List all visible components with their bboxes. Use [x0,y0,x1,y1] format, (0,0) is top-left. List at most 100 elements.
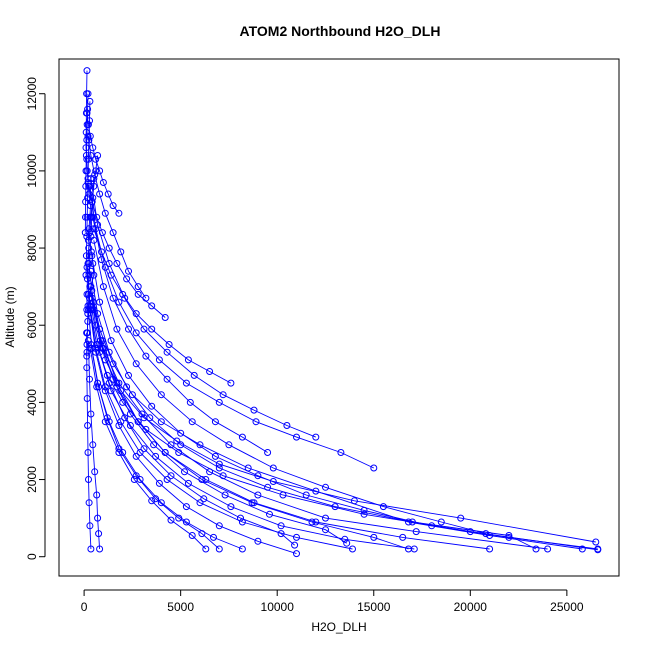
data-point [119,290,127,298]
x-tick-label: 25000 [550,600,584,614]
data-point [115,422,123,429]
data-point [594,545,602,553]
data-point [85,225,93,233]
data-point [254,491,262,499]
data-point [84,310,92,318]
data-point [322,483,329,491]
data-point [544,545,552,553]
y-axis: 0 2000 4000 6000 8000 10000 12000 [25,77,46,560]
data-point [163,375,171,383]
data-point [90,225,98,233]
data-point [215,464,223,472]
data-point [482,530,490,538]
y-tick-label: 8000 [25,234,39,261]
series-31 [81,90,92,237]
data-point [113,325,121,333]
data-point [277,530,285,538]
data-point [92,167,100,175]
series-12 [86,306,300,558]
data-point [269,464,277,472]
data-point [196,441,204,449]
data-point [269,478,277,485]
series-line [88,186,166,318]
data-point [182,379,190,387]
data-point [107,271,115,279]
data-point [163,476,171,483]
data-point [95,530,103,538]
data-point [134,283,142,291]
data-point [95,383,103,391]
data-point [140,325,148,333]
series-line [86,178,95,353]
data-point [94,152,102,159]
series-2 [83,263,602,554]
series-line [86,332,92,550]
data-point [105,418,113,426]
data-point [125,267,132,275]
series-15 [87,341,223,553]
series-line [84,93,89,233]
x-tick-label: 5000 [167,600,194,614]
series-27 [90,225,235,387]
data-point [96,545,104,553]
data-point [84,290,92,298]
data-point [457,514,465,522]
y-tick-label: 12000 [25,77,39,111]
data-point [157,499,165,507]
data-point [88,294,96,302]
data-point [84,422,92,429]
data-point [505,533,513,541]
y-tick-label: 4000 [25,389,39,416]
data-point [94,341,102,348]
data-point [188,532,196,539]
data-point [405,545,412,553]
data-point [86,117,93,125]
data-point [101,209,109,217]
x-tick-label: 15000 [357,600,391,614]
data-point [188,418,196,426]
data-point [87,410,95,418]
data-point [83,364,91,372]
series-20 [90,236,490,538]
data-point [84,132,92,140]
data-point [84,155,92,163]
data-point [83,136,91,144]
data-point [83,395,91,402]
data-point [148,325,156,333]
data-point [152,452,160,460]
data-point [89,144,97,152]
data-point [115,449,123,456]
data-point [254,472,262,480]
data-point [148,402,156,410]
data-point [148,497,156,505]
data-point [293,550,300,558]
data-point [173,437,181,445]
data-point [113,260,121,267]
series-18 [83,329,95,553]
series-line [87,136,147,299]
data-point [84,260,92,267]
data-point [252,418,260,426]
data-point [399,533,407,541]
series-17 [84,337,104,553]
data-point [206,368,214,375]
series-line [89,348,207,550]
data-point [215,398,223,406]
y-tick-label: 0 [25,553,39,560]
data-point [302,491,310,499]
data-point [84,105,92,113]
data-point [86,97,94,105]
series-line [93,228,232,384]
data-point [132,452,140,460]
series-line [91,255,598,550]
data-point [331,503,339,511]
data-point [283,422,291,429]
data-point [211,418,219,426]
data-point [592,538,600,546]
data-point [293,533,300,541]
data-point [99,179,107,186]
data-point [505,532,513,539]
data-point [238,433,246,441]
data-point [215,460,223,468]
series-16 [86,344,210,553]
